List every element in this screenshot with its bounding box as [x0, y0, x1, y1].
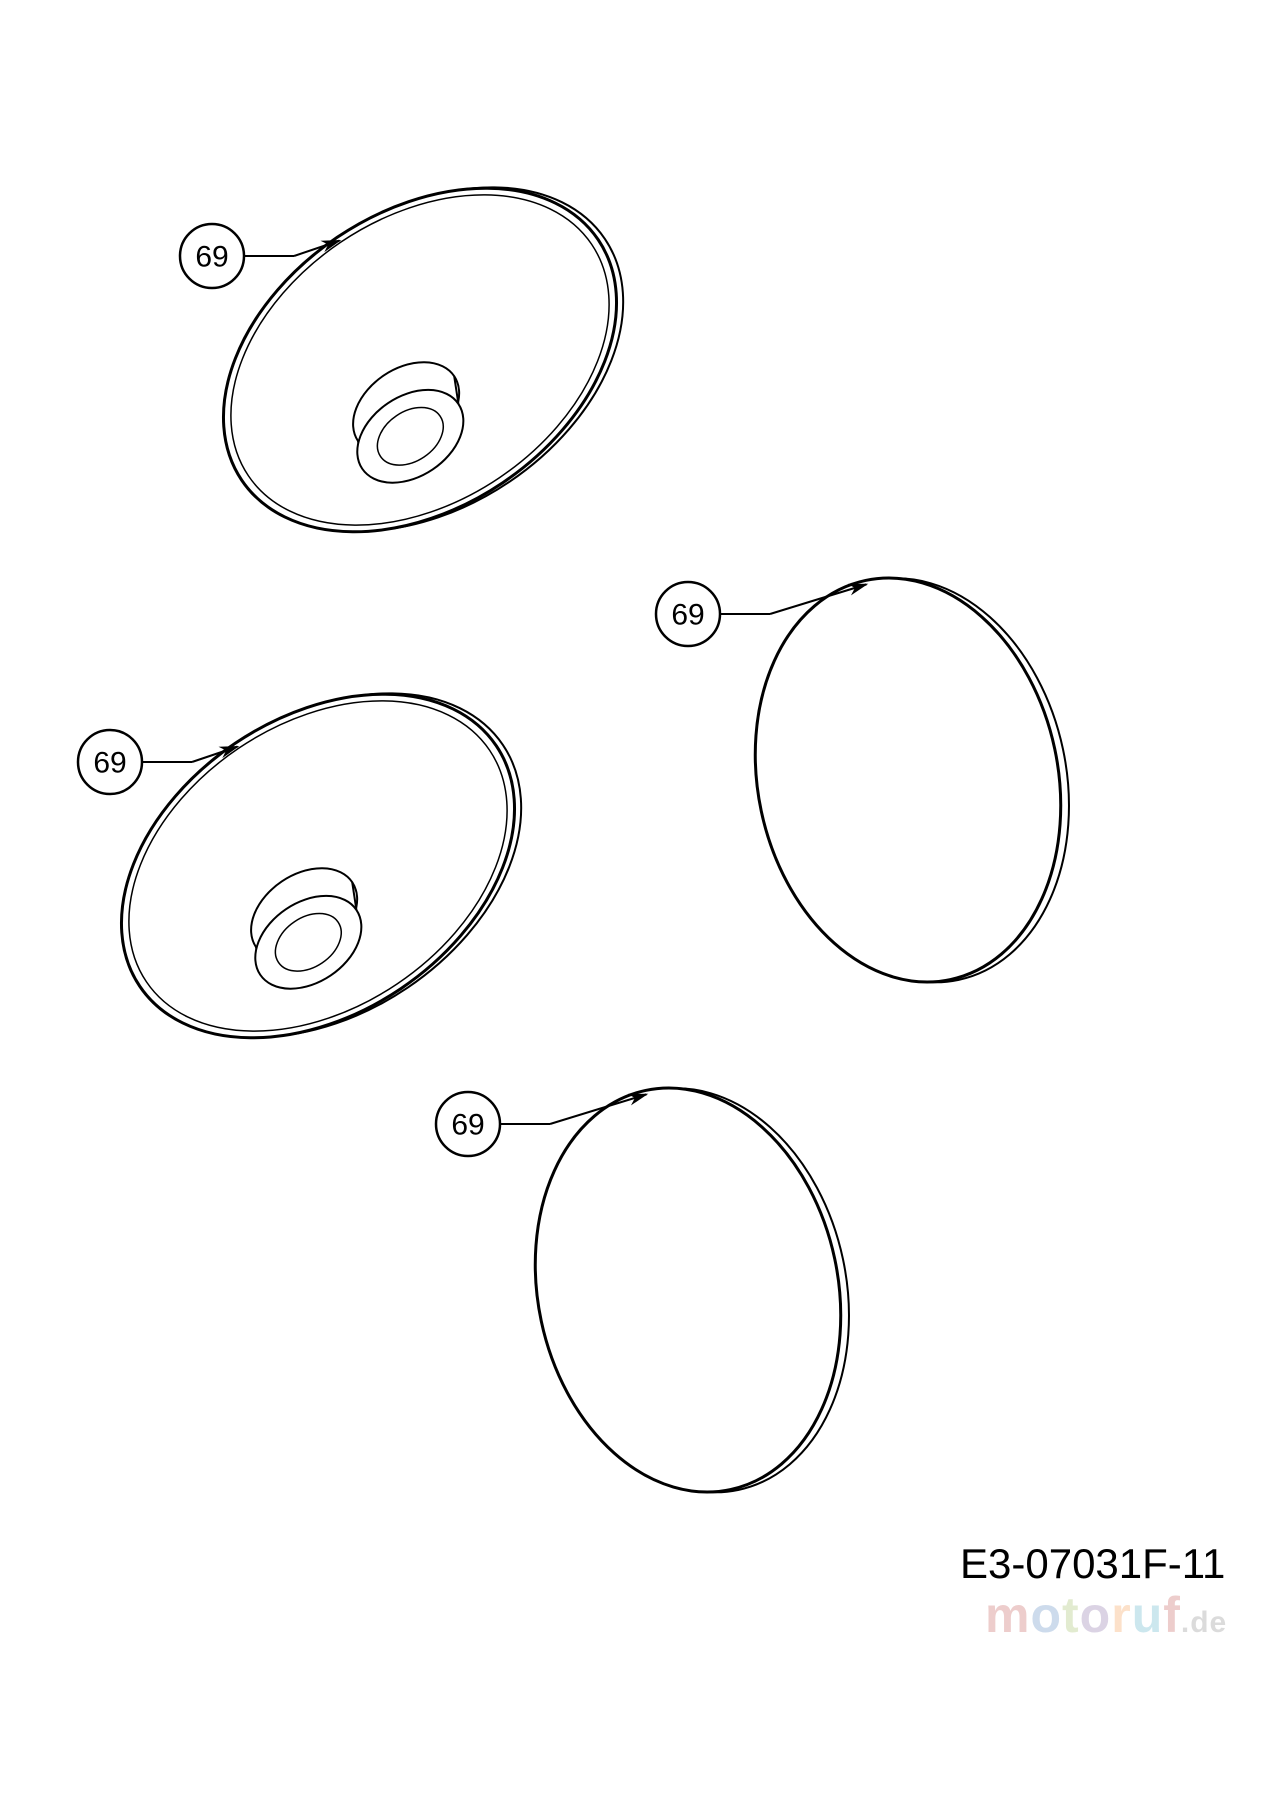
part-disc-with-hub — [57, 620, 586, 1112]
part-disc-flat — [499, 1058, 886, 1523]
diagram-canvas: 69 69 69 69 — [0, 0, 1272, 1800]
callout-label: 69 — [451, 1109, 484, 1142]
callout-label: 69 — [195, 241, 228, 274]
drawing-number: E3-07031F-11 — [960, 1540, 1225, 1588]
callout-label: 69 — [671, 599, 704, 632]
part-disc-with-hub — [159, 114, 688, 606]
part-disc-flat — [719, 548, 1106, 1013]
watermark: motoruf.de — [985, 1586, 1227, 1644]
callout-label: 69 — [93, 747, 126, 780]
